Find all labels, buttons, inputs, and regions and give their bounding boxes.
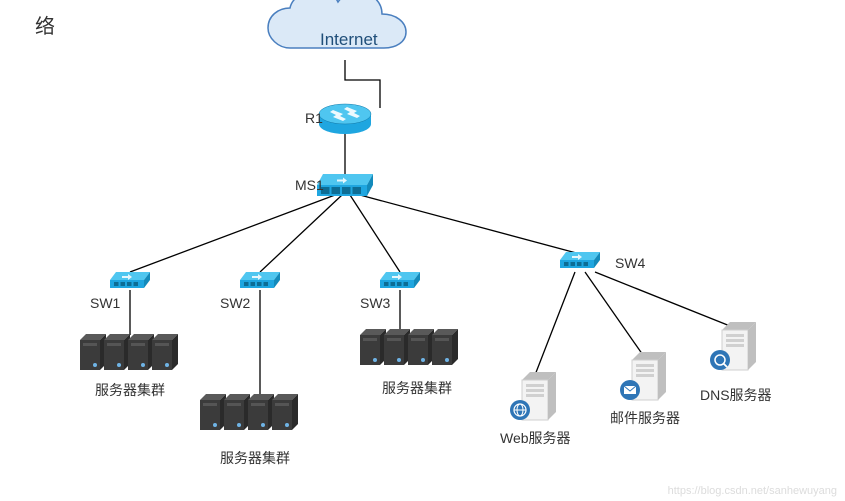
sw2-label: SW2 <box>220 295 250 311</box>
watermark: https://blog.csdn.net/sanhewuyang <box>668 485 837 497</box>
router-r1 <box>319 104 371 134</box>
switch-ms1 <box>317 174 373 196</box>
sw4-label: SW4 <box>615 255 645 271</box>
corner-text: 络 <box>35 10 55 39</box>
switch-sw2 <box>240 272 280 288</box>
cluster2-label: 服务器集群 <box>220 448 290 468</box>
network-diagram <box>0 0 845 501</box>
cluster3-label: 服务器集群 <box>382 378 452 398</box>
server-cluster-1 <box>80 334 178 370</box>
server-cluster-3 <box>360 329 458 365</box>
server-cluster-2 <box>200 394 298 430</box>
r1-label: R1 <box>305 110 323 126</box>
sw3-label: SW3 <box>360 295 390 311</box>
switch-sw1 <box>110 272 150 288</box>
web-server <box>510 372 556 420</box>
switch-sw4 <box>560 252 600 268</box>
cluster1-label: 服务器集群 <box>95 380 165 400</box>
web-label: Web服务器 <box>500 428 571 448</box>
mail-server <box>620 352 666 400</box>
internet-label: Internet <box>320 30 378 50</box>
dns-label: DNS服务器 <box>700 385 772 405</box>
mail-label: 邮件服务器 <box>610 408 680 428</box>
switch-sw3 <box>380 272 420 288</box>
dns-server <box>710 322 756 370</box>
sw1-label: SW1 <box>90 295 120 311</box>
ms1-label: MS1 <box>295 177 324 193</box>
